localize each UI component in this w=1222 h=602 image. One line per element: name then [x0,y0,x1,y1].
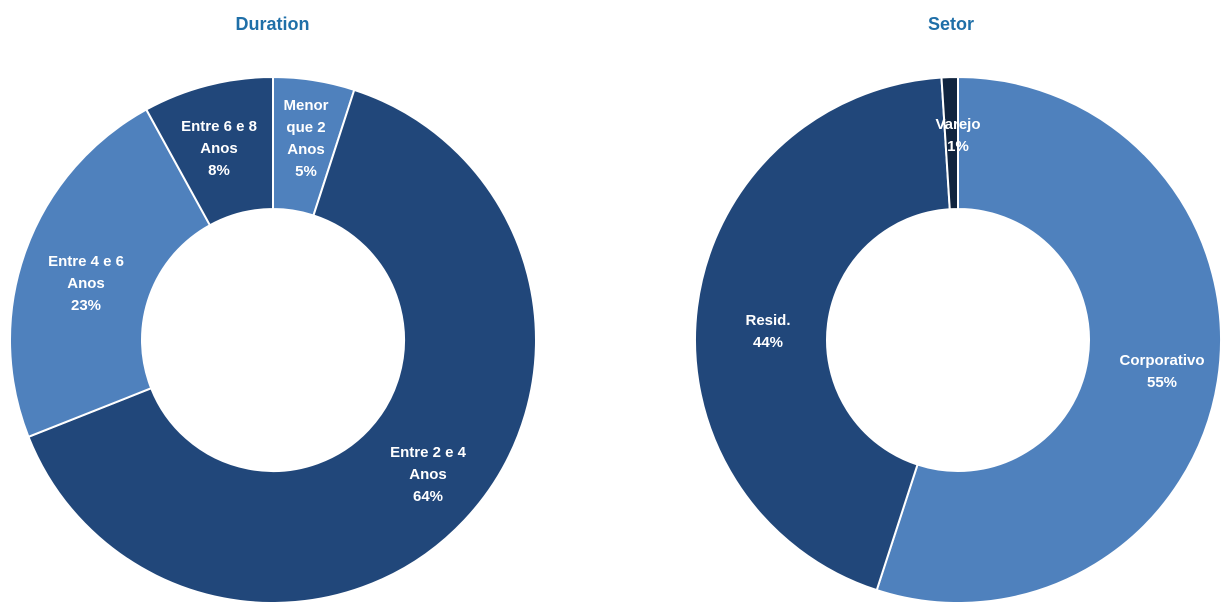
setor-slice-2 [940,75,959,211]
duration-slice-value-2: 23% [71,297,101,314]
duration-slice-label-0-line-2: Anos [287,141,325,158]
setor-slice-label-1-line-0: Resid. [745,312,790,329]
duration-slice-label-0: Menor que 2 Anos 5% [284,97,329,180]
duration-slice-3 [144,75,274,227]
setor-slice-label-0: Corporativo 55% [1119,352,1204,391]
duration-donut: Menor que 2 Anos 5%Entre 2 e 4 Anos 64%Entre … [9,75,537,602]
setor-slice-value-0: 55% [1147,374,1177,391]
setor-chart: Setor Corporativo 55% Resid. 44% Varejo 1% [680,0,1222,602]
duration-slice-value-1: 64% [413,488,443,505]
setor-slice-value-1: 44% [753,334,783,351]
setor-donut: Corporativo 55% Resid. 44% Varejo 1% [694,75,1222,602]
duration-slice-label-0-line-1: que 2 [286,119,325,136]
setor-chart-title: Setor [927,14,974,34]
duration-slice-label-1: Entre 2 e 4 Anos 64% [390,444,467,505]
duration-slice-value-0: 5% [295,163,317,180]
duration-slice-label-0-line-0: Menor [284,97,329,114]
duration-slice-label-2: Entre 4 e 6 Anos 23% [48,253,124,314]
duration-slice-2 [9,108,212,439]
duration-slice-label-2-line-0: Entre 4 e 6 [48,253,124,270]
setor-slice-1 [694,76,951,592]
duration-slice-label-3-line-0: Entre 6 e 8 [181,118,257,135]
duration-slice-label-1-line-0: Entre 2 e 4 [390,444,467,461]
setor-slice-label-1: Resid. 44% [745,312,790,351]
duration-slice-label-2-line-1: Anos [67,275,105,292]
duration-chart-title: Duration [235,14,310,34]
setor-slice-label-2: Varejo 1% [935,116,980,155]
duration-slice-1 [27,88,537,602]
duration-chart: Duration Menor que 2 Anos 5% Entre 2 e 4 Anos… [0,0,545,602]
setor-slice-value-2: 1% [947,138,969,155]
duration-slice-label-1-line-1: Anos [409,466,447,483]
duration-slice-label-3-line-1: Anos [200,140,238,157]
setor-slice-label-2-line-0: Varejo [935,116,980,133]
setor-slice-label-0-line-0: Corporativo [1119,352,1204,369]
duration-slice-value-3: 8% [208,162,230,179]
duration-slice-label-3: Entre 6 e 8 Anos 8% [181,118,257,179]
